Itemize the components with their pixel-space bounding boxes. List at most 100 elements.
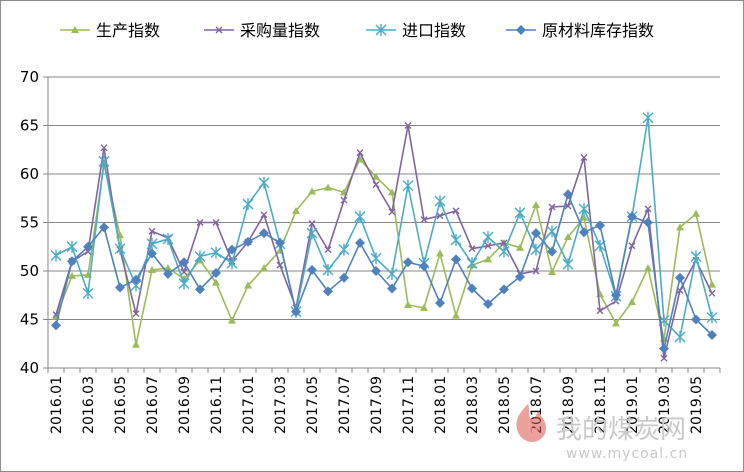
x-tick-label-2018.11: 2018.11: [593, 376, 609, 434]
data-point-3-2016.10: [195, 284, 205, 295]
data-point-2-2019.04: [674, 330, 686, 343]
data-point-3-2019.06: [707, 330, 717, 341]
y-tick-label-45: 45: [20, 311, 39, 329]
data-point-0-2018.10: [580, 213, 588, 221]
data-point-2-2018.08: [546, 225, 558, 238]
data-point-1-2017.06: [324, 246, 332, 254]
data-point-3-2016.12: [227, 244, 237, 255]
data-point-3-2018.02: [451, 254, 461, 265]
data-point-0-2017.09: [372, 172, 380, 180]
data-point-3-2016.09: [179, 257, 189, 268]
data-point-0-2018.04: [484, 255, 492, 263]
data-point-0-2018.07: [532, 201, 540, 209]
data-point-3-2016.04: [99, 222, 109, 233]
data-point-3-2016.05: [115, 282, 125, 293]
data-point-2-2016.10: [194, 250, 206, 263]
watermark-url: www.mycoal.cn: [566, 446, 688, 462]
legend-marker-3: [516, 25, 526, 35]
legend-label-0: 生产指数: [96, 21, 160, 40]
data-point-1-2018.03: [468, 245, 476, 253]
series-line-0: [55, 158, 713, 346]
x-tick-label-2019.01: 2019.01: [625, 376, 641, 434]
data-point-1-2018.07: [532, 267, 540, 275]
data-point-3-2018.04: [483, 298, 493, 309]
data-point-1-2018.04: [484, 242, 492, 250]
data-point-2-2016.08: [162, 232, 174, 245]
legend-marker-0: [71, 26, 79, 33]
x-tick-label-2016.09: 2016.09: [177, 376, 193, 434]
data-point-0-2018.09: [564, 233, 572, 241]
legend-label-3: 原材料库存指数: [542, 21, 654, 40]
legend: 生产指数 采购量指数 进口指数 原材料库存指数: [60, 21, 654, 40]
data-point-1-2018.01: [436, 212, 444, 220]
data-point-3-2016.02: [67, 256, 77, 267]
data-point-1-2018.08: [548, 203, 556, 211]
series-2: [50, 111, 718, 343]
data-point-1-2018.10: [580, 154, 588, 162]
series-line-3: [55, 193, 713, 350]
watermark: 我的煤炭网 www.mycoal.cn: [516, 404, 688, 462]
data-point-2-2018.06: [514, 206, 526, 219]
data-point-2-2017.05: [306, 227, 318, 240]
data-point-0-2018.12: [612, 319, 620, 327]
x-tick-label-2018.05: 2018.05: [497, 376, 513, 434]
x-tick-label-2017.09: 2017.09: [369, 376, 385, 434]
data-point-2-2017.09: [370, 252, 382, 265]
data-point-1-2017.10: [388, 208, 396, 216]
data-point-3-2017.05: [307, 265, 317, 276]
data-point-0-2017.02: [260, 264, 268, 272]
data-point-2-2018.04: [482, 231, 494, 244]
data-point-3-2017.08: [355, 237, 365, 248]
data-point-2-2018.02: [450, 233, 462, 246]
data-point-2-2016.04: [98, 155, 110, 168]
data-point-3-2018.12: [611, 290, 621, 301]
data-point-3-2019.03: [659, 343, 669, 354]
x-tick-label-2018.03: 2018.03: [465, 376, 481, 434]
data-point-3-2018.07: [531, 228, 541, 239]
data-point-0-2019.02: [644, 264, 652, 272]
data-point-1-2016.09: [180, 268, 188, 276]
series-3: [51, 189, 717, 354]
x-tick-label-2019.05: 2019.05: [689, 376, 705, 434]
legend-marker-1: [215, 26, 223, 34]
data-point-1-2016.07: [148, 227, 156, 235]
x-tick-label-2018.01: 2018.01: [433, 376, 449, 434]
x-tick-label-2017.03: 2017.03: [273, 376, 289, 434]
data-point-2-2017.07: [338, 243, 350, 256]
legend-item-0: 生产指数: [60, 21, 160, 40]
data-point-2-2018.10: [578, 202, 590, 215]
coal-flame-logo-icon: [516, 404, 546, 442]
data-point-3-2017.06: [323, 286, 333, 297]
legend-marker-2: [375, 24, 387, 36]
data-point-2-2019.05: [690, 250, 702, 263]
data-point-0-2019.04: [676, 223, 684, 231]
data-point-2-2017.11: [402, 179, 414, 192]
data-point-1-2017.07: [340, 196, 348, 204]
data-point-1-2016.06: [132, 310, 140, 318]
x-tick-label-2016.11: 2016.11: [209, 376, 225, 434]
data-point-3-2017.12: [419, 261, 429, 272]
data-point-1-2018.11: [596, 307, 604, 315]
data-point-1-2017.08: [356, 149, 364, 157]
data-point-2-2016.05: [114, 242, 126, 255]
data-point-3-2018.11: [595, 220, 605, 231]
x-tick-label-2016.05: 2016.05: [113, 376, 129, 434]
data-point-2-2019.06: [706, 311, 718, 324]
data-point-3-2018.08: [547, 246, 557, 257]
x-axis-ticks: 2016.01 2016.03 2016.05 2016.07 2016.09 2016.…: [47, 368, 721, 434]
data-point-2-2018.03: [466, 257, 478, 270]
data-point-2-2018.09: [562, 258, 574, 271]
data-point-0-2019.06: [708, 280, 716, 288]
data-point-3-2018.05: [499, 284, 509, 295]
data-point-3-2017.02: [259, 228, 269, 239]
data-point-1-2017.11: [404, 122, 412, 129]
data-point-1-2017.05: [308, 219, 316, 227]
data-point-3-2017.11: [403, 257, 413, 268]
data-point-2-2016.09: [178, 277, 190, 290]
data-point-2-2017.10: [386, 267, 398, 280]
x-tick-label-2017.07: 2017.07: [337, 376, 353, 434]
data-point-3-2017.01: [243, 236, 253, 247]
data-point-0-2016.11: [212, 278, 220, 286]
data-point-0-2016.06: [132, 340, 140, 348]
